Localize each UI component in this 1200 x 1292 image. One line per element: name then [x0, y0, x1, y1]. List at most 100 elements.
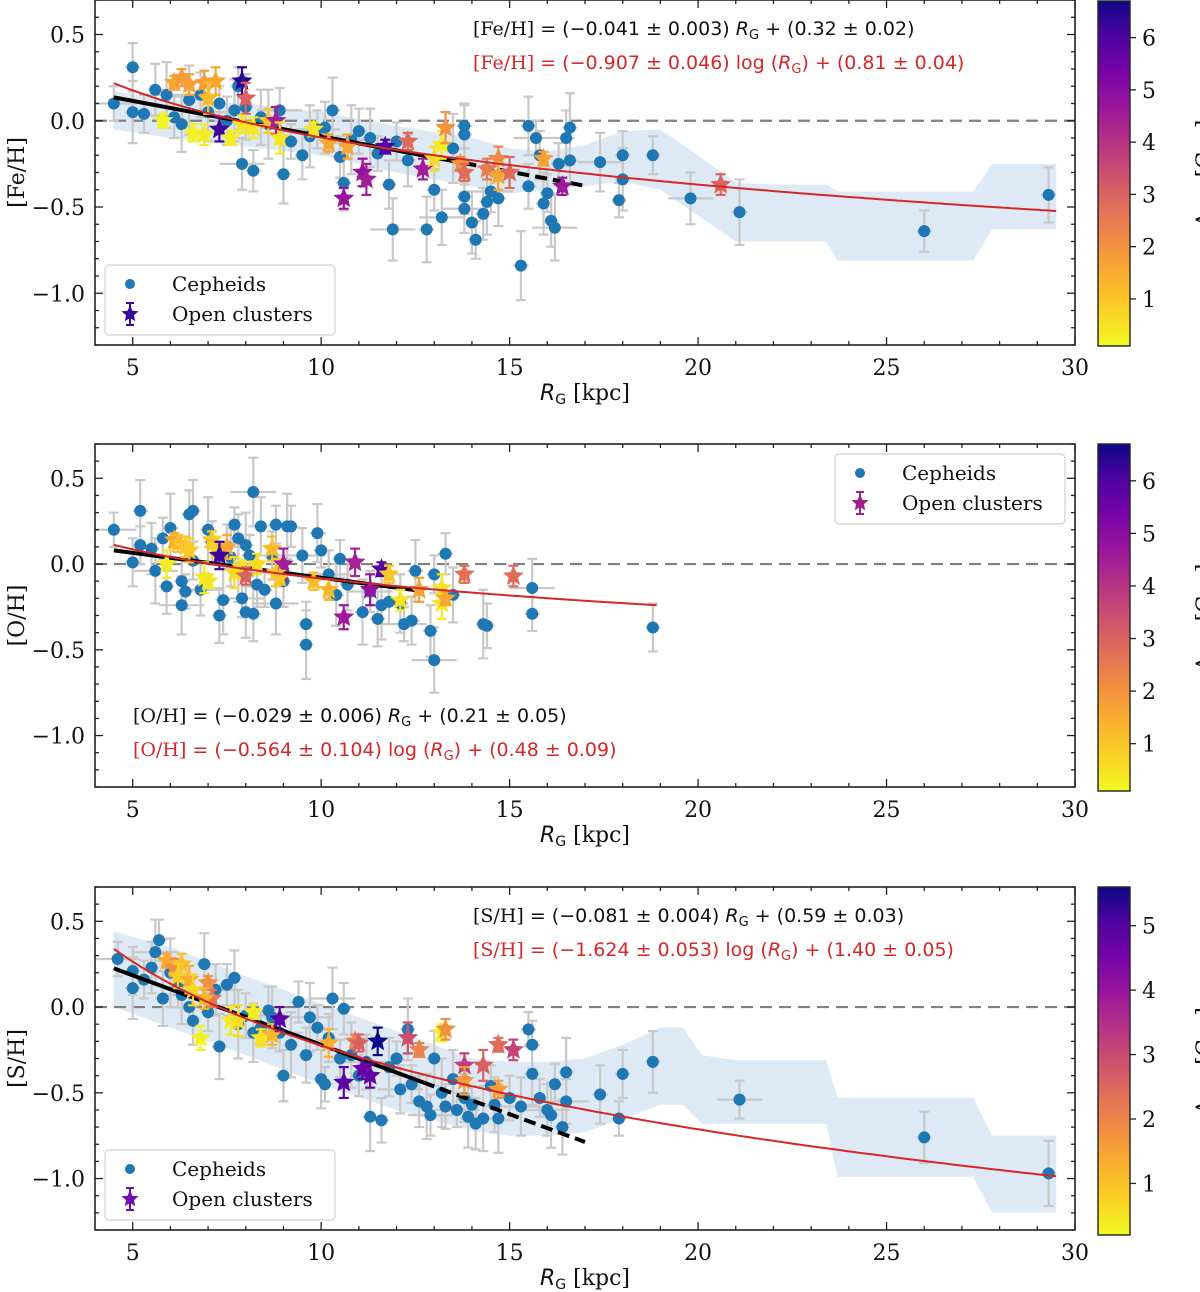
open-cluster-star: [359, 1064, 381, 1085]
legend-label-cepheids: Cepheids: [172, 1157, 266, 1181]
cepheid-point: [435, 211, 448, 224]
cepheid-point: [153, 934, 166, 947]
open-cluster-star: [374, 135, 396, 156]
legend: Cepheids Open clusters: [104, 264, 336, 336]
colorbar-tick-label: 4: [1142, 979, 1156, 1004]
open-cluster-star: [265, 109, 287, 130]
colorbar: 1 2 3 4 5 6 Age [Gyr]: [1097, 0, 1200, 347]
open-cluster-star: [269, 1008, 291, 1028]
equation-lhs: [O/H]: [133, 705, 186, 727]
open-cluster-star: [235, 87, 257, 108]
colorbar: 1 2 3 4 5 Age [Gyr]: [1097, 886, 1200, 1236]
colorbar-tick-label: 1: [1142, 1172, 1156, 1197]
x-axis-label: RG [kpc]: [540, 381, 630, 408]
open-cluster-marker: [152, 109, 174, 130]
cepheid-point: [239, 539, 252, 552]
cepheid-point: [254, 520, 267, 533]
cepheid-point: [458, 128, 471, 141]
equation-coefficient: = (−0.029 ± 0.006): [186, 705, 388, 727]
open-cluster-star: [435, 1018, 456, 1039]
cepheid-point: [548, 221, 561, 234]
cepheid-point: [684, 192, 697, 205]
legend-cluster-star-icon: [121, 305, 139, 322]
cepheid-point: [560, 1095, 573, 1108]
equation-variable-subscript: G: [739, 915, 749, 930]
cepheid-point: [285, 1038, 297, 1051]
colorbar-tick-label: 1: [1142, 733, 1156, 758]
cepheid-point: [138, 107, 150, 120]
cepheid-point: [269, 597, 282, 610]
cepheid-point: [424, 624, 437, 637]
x-axis-label: RG [kpc]: [540, 823, 630, 850]
open-cluster-star: [408, 1038, 430, 1059]
cepheid-point: [356, 606, 369, 619]
open-cluster-star: [499, 161, 521, 182]
open-cluster-marker: [261, 535, 283, 562]
cepheid-point: [236, 157, 248, 170]
open-cluster-star: [269, 127, 291, 147]
open-cluster-star: [533, 147, 554, 168]
open-cluster-star: [487, 1033, 509, 1054]
open-cluster-star: [435, 116, 456, 137]
cepheid-point: [409, 564, 422, 577]
open-cluster-marker: [197, 570, 219, 591]
uncertainty-band: [113, 931, 1057, 1213]
cepheid-point: [526, 582, 539, 595]
open-cluster-star: [227, 1009, 249, 1030]
cepheid-point: [315, 544, 328, 557]
cepheid-point: [522, 1023, 535, 1036]
cepheid-point: [334, 1052, 346, 1065]
cepheid-point: [552, 157, 565, 170]
cepheid-point: [383, 178, 395, 191]
log-fit-equation: [Fe/H] = (−0.907 ± 0.046) log (RG) + (0.…: [473, 52, 964, 77]
open-cluster-marker: [487, 1033, 509, 1054]
open-cluster-star: [397, 1026, 419, 1047]
cepheid-point: [228, 104, 241, 117]
cepheid-point: [469, 233, 482, 246]
cepheid-point: [492, 1112, 505, 1125]
cepheid-point: [107, 523, 120, 536]
open-cluster-star: [178, 539, 200, 560]
open-cluster-marker: [502, 564, 524, 588]
cepheid-point: [428, 183, 441, 196]
open-cluster-marker: [333, 1065, 355, 1100]
y-tick-label: −1.0: [32, 1168, 85, 1193]
panel-3: 5 10 15 20 25 300.50.0−0.5−1.0[S/H]RG [kpc][S…: [5, 886, 1200, 1292]
legend-cluster-star-icon: [851, 494, 869, 511]
cepheid-point: [217, 594, 230, 607]
open-cluster-star: [242, 1001, 264, 1022]
cepheid-point: [526, 1038, 539, 1051]
cepheid-point: [514, 1100, 527, 1113]
equation-coefficient: = (−0.564 ± 0.104) log (: [186, 739, 430, 761]
x-tick-label: 5: [126, 356, 140, 381]
x-tick-label: 15: [496, 1241, 524, 1266]
open-cluster-star: [551, 175, 573, 196]
open-cluster-star: [344, 551, 366, 572]
open-cluster-star: [231, 70, 253, 90]
x-axis-label-unit: [kpc]: [566, 823, 630, 848]
x-axis-label-unit: [kpc]: [566, 381, 630, 406]
x-tick-label: 20: [684, 1241, 712, 1266]
open-cluster-star: [337, 135, 358, 156]
open-cluster-marker: [231, 113, 253, 134]
open-cluster-marker: [242, 116, 264, 140]
x-tick-label: 5: [126, 1241, 140, 1266]
equation-intercept: + (0.21 ± 0.05): [411, 705, 566, 727]
open-cluster-marker: [156, 549, 178, 579]
cepheid-point: [465, 216, 478, 229]
open-cluster-star: [269, 566, 291, 587]
cepheid-point: [733, 1093, 746, 1106]
open-cluster-star: [242, 116, 264, 137]
colorbar-tick-label: 5: [1142, 522, 1156, 547]
cepheid-point: [149, 83, 162, 96]
equation-variable: R: [725, 905, 738, 927]
open-cluster-marker: [178, 73, 200, 96]
open-cluster-marker: [344, 547, 366, 578]
y-tick-label: 0.5: [50, 467, 85, 492]
x-tick-label: 10: [307, 356, 335, 381]
cepheid-point: [296, 149, 309, 162]
cepheid-point: [522, 180, 535, 193]
cepheid-point: [383, 595, 395, 608]
cepheid-point: [311, 1021, 324, 1034]
